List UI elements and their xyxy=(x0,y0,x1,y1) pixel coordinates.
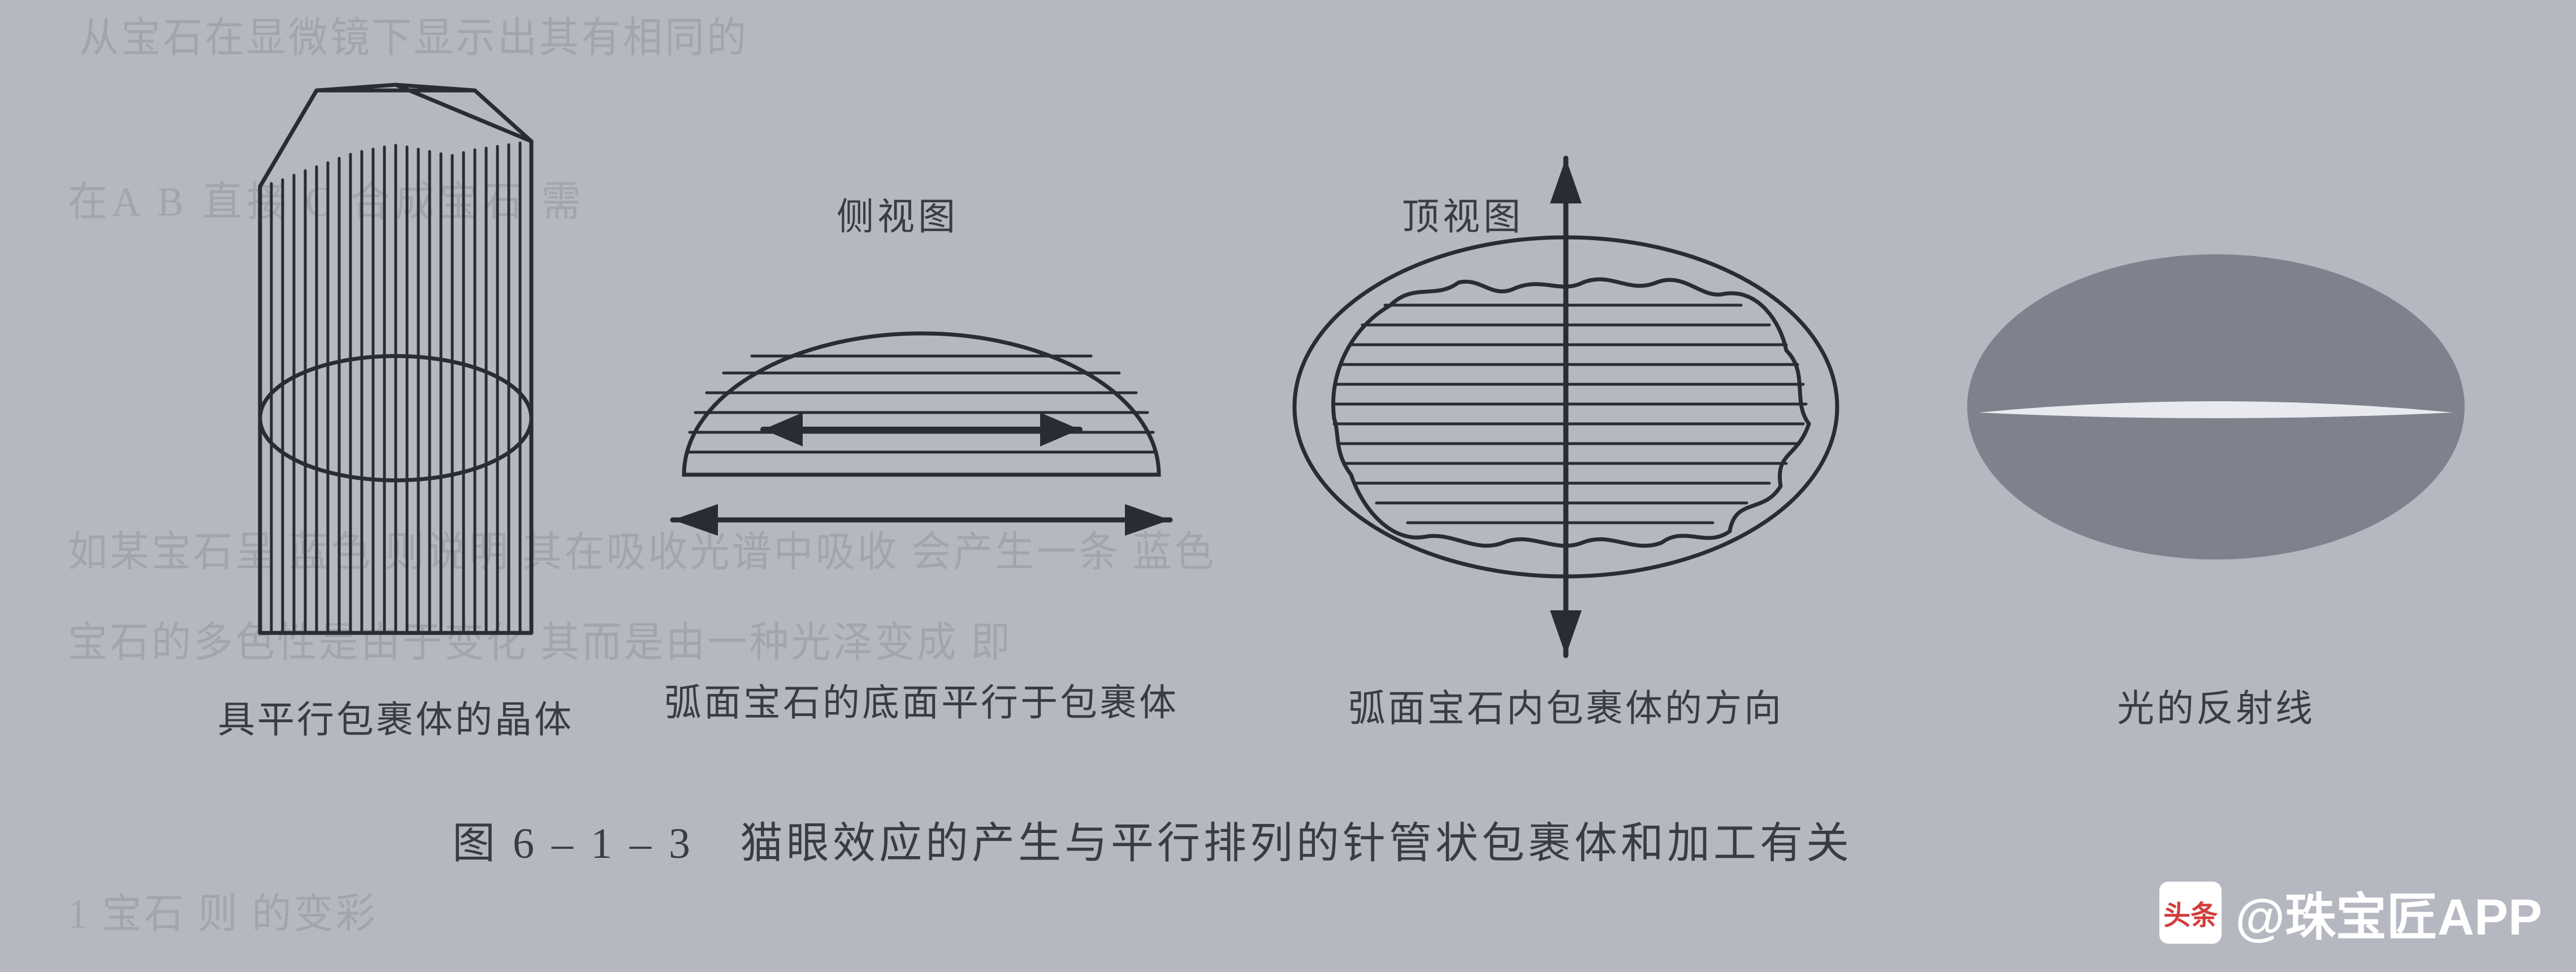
side-view-label: 侧视图 xyxy=(837,186,959,241)
ghost-line-1: 从宝石在显微镜下显示出其有相同的 xyxy=(79,4,748,64)
watermark: 头条 @珠宝匠APP xyxy=(2159,876,2542,949)
top-view-svg xyxy=(1266,136,1865,678)
side-view-sublabel: 弧面宝石的底面平行于包裹体 xyxy=(633,672,1210,727)
panel-side-view: 弧面宝石的底面平行于包裹体 xyxy=(633,260,1210,727)
watermark-handle: @珠宝匠APP xyxy=(2235,876,2542,949)
crystal-label: 具平行包裹体的晶体 xyxy=(192,689,599,744)
crystal-svg xyxy=(192,68,599,678)
watermark-logo: 头条 xyxy=(2159,882,2222,944)
top-view-sublabel: 弧面宝石内包裹体的方向 xyxy=(1266,678,1865,732)
ghost-line-5: 1 宝石 则 的变彩 xyxy=(68,880,378,940)
page: 从宝石在显微镜下显示出其有相同的 在A B 直接 C 合成宝石 需 如某宝石呈 … xyxy=(0,0,2576,972)
panel-reflection: 光的反射线 xyxy=(1933,226,2499,732)
side-view-svg xyxy=(633,260,1210,599)
reflection-label: 光的反射线 xyxy=(1933,678,2499,732)
panel-top-view: 弧面宝石内包裹体的方向 xyxy=(1266,136,1865,732)
panel-crystal: 具平行包裹体的晶体 xyxy=(192,68,599,744)
figure-caption: 图 6 – 1 – 3 猫眼效应的产生与平行排列的针管状包裹体和加工有关 xyxy=(452,808,1852,870)
reflection-svg xyxy=(1933,226,2499,588)
